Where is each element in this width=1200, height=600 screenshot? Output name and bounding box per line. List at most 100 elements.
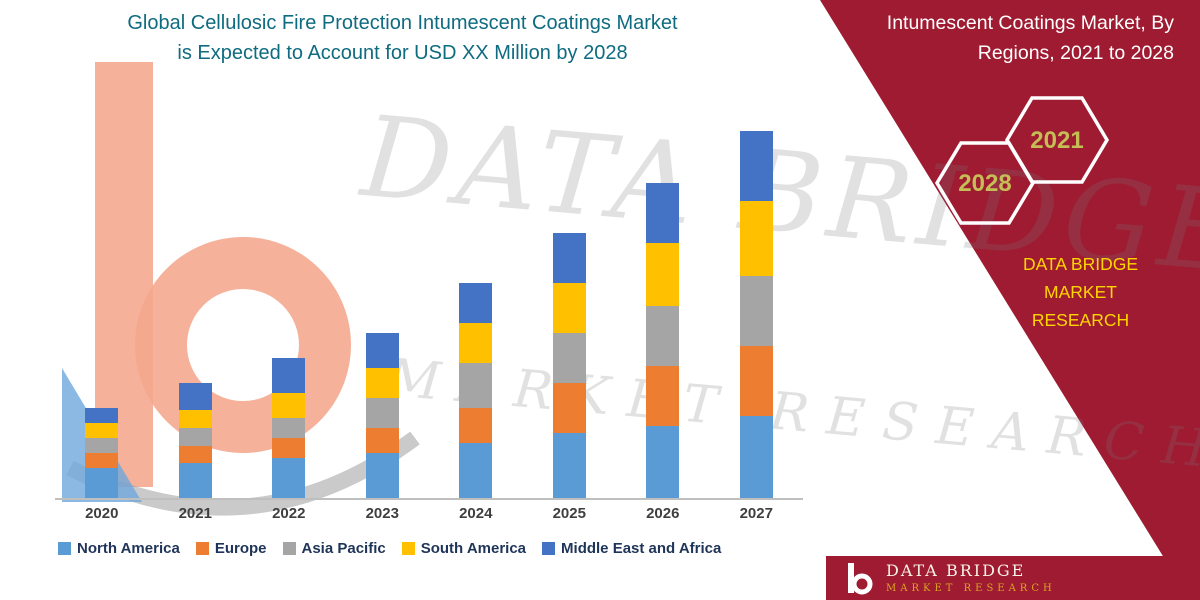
bar-segment [272,358,306,393]
footer-brand-name: DATA BRIDGE [886,561,1026,580]
chart-title: Global Cellulosic Fire Protection Intume… [30,8,775,68]
legend-item: Middle East and Africa [542,540,721,557]
stacked-bar-2022 [272,358,306,498]
bar-segment [85,423,119,438]
legend-label: Europe [214,540,267,557]
bar-segment [552,383,586,433]
legend-swatch [401,542,415,555]
legend-label: North America [77,540,180,557]
legend-swatch [542,542,556,555]
chart-legend: North America Europe Asia Pacific South Ame… [58,540,721,557]
bar-segment [272,458,306,498]
stacked-bar-2027 [739,131,773,498]
banner-brand-line1: DATA BRIDGE MARKET [1022,254,1139,302]
legend-swatch [282,542,296,555]
footer-brand-textblock: DATA BRIDGE MARKET RESEARCH [886,561,1056,594]
hexagon-badges-svg: 2028 2021 [934,96,1110,225]
banner-heading: Intumescent Coatings Market, By Regions,… [794,8,1174,68]
footer-logo-icon [848,563,873,595]
bar-column-2027 [710,131,804,498]
bar-segment [739,276,773,346]
bar-segment [365,333,399,368]
chart-title-line1: Global Cellulosic Fire Protection Intume… [127,12,678,34]
bar-segment [552,283,586,333]
chart-title-line2: is Expected to Account for USD XX Millio… [177,42,628,64]
bar-segment [178,428,212,446]
stacked-bar-2023 [365,333,399,498]
bar-column-2020 [55,408,149,498]
bar-segment [552,233,586,283]
legend-swatch [58,542,71,555]
stacked-bar-2020 [85,408,119,498]
bar-segment [85,453,119,468]
banner-heading-line2: Regions, 2021 to 2028 [977,42,1174,65]
x-axis-label: 2022 [272,505,306,522]
bar-segment [646,306,680,366]
bar-segment [85,468,119,498]
bar-segment [85,438,119,453]
footer-brand-bar: DATA BRIDGE MARKET RESEARCH [826,556,1200,600]
legend-swatch [195,542,209,555]
banner-brand-text: DATA BRIDGE MARKET RESEARCH [988,250,1173,334]
bar-segment [459,363,493,408]
bar-segment [459,408,493,443]
hexagon-badges: 2028 2021 [920,95,1130,240]
bar-segment [365,368,399,398]
x-axis-label: 2021 [178,505,212,522]
bar-segment [178,410,212,428]
x-axis-label: 2023 [365,505,399,522]
stacked-bar-2026 [646,183,680,498]
bar-segment [178,463,212,498]
bar-segment [365,453,399,498]
bar-column-2026 [616,183,710,498]
legend-label: Middle East and Africa [561,540,722,557]
stacked-bar-2021 [178,383,212,498]
bar-segment [739,346,773,416]
bar-column-2024 [429,283,523,498]
bar-segment [459,443,493,498]
bar-column-2022 [242,358,336,498]
legend-item: North America [58,540,180,557]
bar-segment [459,323,493,363]
bar-segment [552,433,586,498]
bar-segment [272,393,306,418]
bar-column-2021 [149,383,243,498]
bar-segment [646,243,680,306]
footer-brand-sub: MARKET RESEARCH [886,583,1056,594]
x-axis-label: 2026 [646,505,680,522]
bar-segment [646,426,680,498]
stacked-bar-2024 [459,283,493,498]
legend-label: Asia Pacific [301,540,386,557]
bar-column-2023 [336,333,430,498]
bar-segment [272,438,306,458]
bar-segment [552,333,586,383]
bar-segment [739,131,773,201]
bar-segment [646,183,680,243]
bar-segment [272,418,306,438]
banner-heading-line1: Intumescent Coatings Market, By [886,12,1174,34]
stacked-bar-2025 [552,233,586,498]
bar-segment [85,408,119,423]
bar-column-2025 [523,233,617,498]
bar-segment [365,428,399,453]
x-axis-label: 2020 [85,505,119,522]
x-axis-label: 2025 [552,505,586,522]
bar-segment [459,283,493,323]
hexagon-year-2028: 2028 [958,170,1011,197]
hexagon-year-2021: 2021 [1030,127,1083,154]
legend-item: Asia Pacific [282,540,386,557]
plot-area [55,95,803,500]
banner-brand-line2: RESEARCH [1031,310,1130,330]
x-axis-labels: 2020 2021 2022 2023 2024 2025 2026 2027 [55,505,803,522]
bar-segment [646,366,680,426]
x-axis-label: 2024 [459,505,493,522]
x-axis-label: 2027 [739,505,773,522]
bar-segment [739,201,773,276]
bar-segment [365,398,399,428]
bar-segment [178,446,212,463]
legend-item: South America [401,540,527,557]
legend-item: Europe [195,540,267,557]
legend-label: South America [420,540,527,557]
bar-segment [178,383,212,410]
